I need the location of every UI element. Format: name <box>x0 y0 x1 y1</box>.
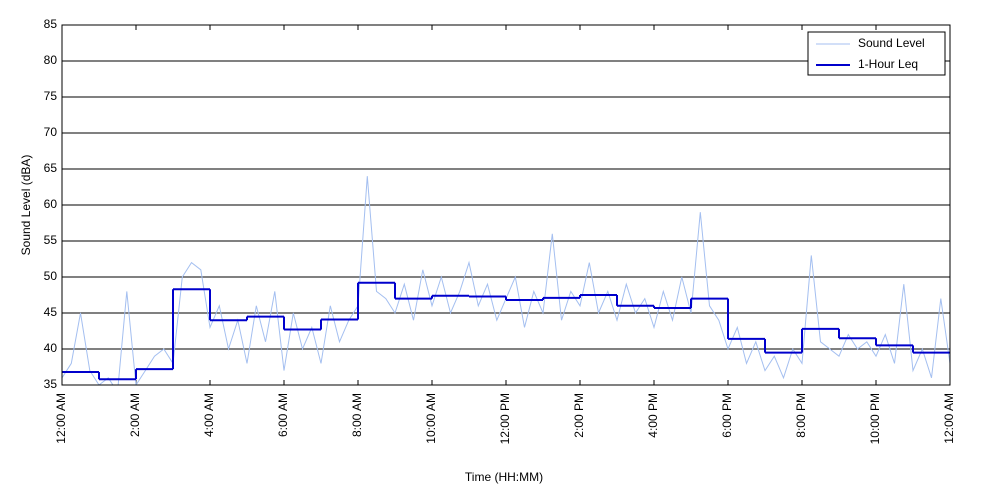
x-tick-label: 12:00 AM <box>54 393 68 444</box>
x-tick-label: 12:00 AM <box>942 393 956 444</box>
x-tick-label: 12:00 PM <box>498 393 512 444</box>
legend-box <box>807 31 946 76</box>
y-tick-label: 45 <box>44 305 58 319</box>
x-tick-label: 6:00 AM <box>276 393 290 437</box>
x-tick-label: 4:00 PM <box>646 393 660 438</box>
legend-label: Sound Level <box>858 36 925 50</box>
x-tick-label: 2:00 AM <box>128 393 142 437</box>
plot-frame <box>61 24 951 386</box>
x-tick-label: 2:00 PM <box>572 393 586 438</box>
y-tick-label: 65 <box>44 161 58 175</box>
x-tick-label: 8:00 AM <box>350 393 364 437</box>
y-tick-label: 40 <box>44 341 58 355</box>
legend-label: 1-Hour Leq <box>858 57 918 71</box>
y-tick-label: 35 <box>44 377 58 391</box>
y-tick-label: 60 <box>44 197 58 211</box>
y-tick-label: 75 <box>44 89 58 103</box>
x-tick-label: 6:00 PM <box>720 393 734 438</box>
x-tick-label: 10:00 PM <box>868 393 882 444</box>
y-tick-label: 85 <box>44 17 58 31</box>
y-tick-label: 80 <box>44 53 58 67</box>
x-tick-label: 10:00 AM <box>424 393 438 444</box>
plot-area <box>62 176 950 385</box>
y-tick-label: 70 <box>44 125 58 139</box>
x-tick-label: 4:00 AM <box>202 393 216 437</box>
y-tick-label: 50 <box>44 269 58 283</box>
y-axis-label: Sound Level (dBA) <box>19 155 33 256</box>
x-axis-label: Time (HH:MM) <box>465 470 543 484</box>
y-tick-label: 55 <box>44 233 58 247</box>
x-tick-label: 8:00 PM <box>794 393 808 438</box>
